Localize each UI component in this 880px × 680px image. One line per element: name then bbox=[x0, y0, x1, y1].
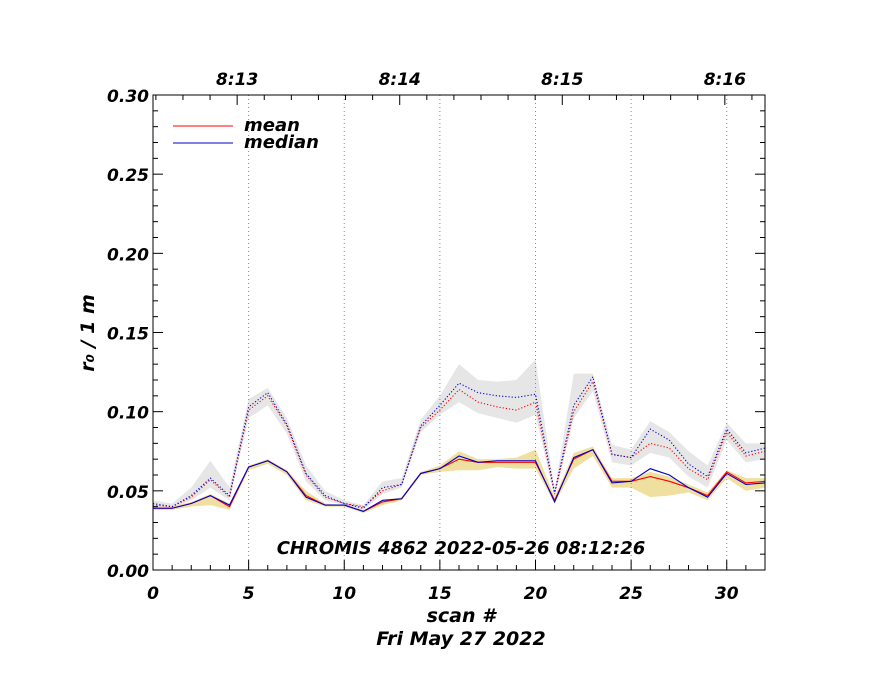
x-tick-label: 25 bbox=[619, 584, 643, 604]
annotation: CHROMIS 4862 2022-05-26 08:12:26 bbox=[277, 538, 646, 559]
y-tick-label: 0.05 bbox=[107, 483, 149, 503]
x-tick-label: 5 bbox=[243, 584, 255, 604]
x-axis-label: scan # bbox=[427, 605, 498, 627]
gridlines bbox=[248, 95, 728, 570]
y-tick-label: 0.10 bbox=[107, 404, 149, 424]
x-tick-label: 15 bbox=[428, 584, 452, 604]
series-mean_upper bbox=[152, 380, 766, 508]
x-axis-label-2: Fri May 27 2022 bbox=[376, 628, 545, 650]
axis-ticks: 0.00 0.05 0.10 0.15 0.20 0.25 0.30 0 5 10 15 20 25 30… bbox=[107, 70, 766, 604]
y-tick-label: 0.00 bbox=[107, 562, 149, 582]
y-tick-label: 0.30 bbox=[107, 87, 149, 107]
top-tick-label: 8:14 bbox=[379, 70, 421, 90]
bands bbox=[153, 359, 765, 513]
band-0 bbox=[153, 359, 765, 510]
x-tick-label: 10 bbox=[332, 584, 356, 604]
top-tick-label: 8:16 bbox=[704, 70, 746, 90]
legend-label-mean: mean bbox=[244, 115, 300, 136]
series-median bbox=[153, 448, 766, 513]
y-tick-label: 0.15 bbox=[107, 325, 149, 345]
x-tick-label: 20 bbox=[524, 584, 548, 604]
y-tick-label: 0.25 bbox=[107, 166, 149, 186]
legend-label-median: median bbox=[244, 132, 319, 153]
series-lines bbox=[152, 375, 766, 513]
plot-frame bbox=[152, 94, 766, 571]
top-tick-label: 8:13 bbox=[216, 70, 258, 90]
y-tick-label: 0.20 bbox=[107, 245, 149, 265]
y-axis-label: r₀ / 1 m bbox=[77, 294, 99, 372]
top-tick-label: 8:15 bbox=[541, 70, 583, 90]
x-tick-label: 30 bbox=[715, 584, 739, 604]
x-tick-label: 0 bbox=[147, 584, 159, 604]
